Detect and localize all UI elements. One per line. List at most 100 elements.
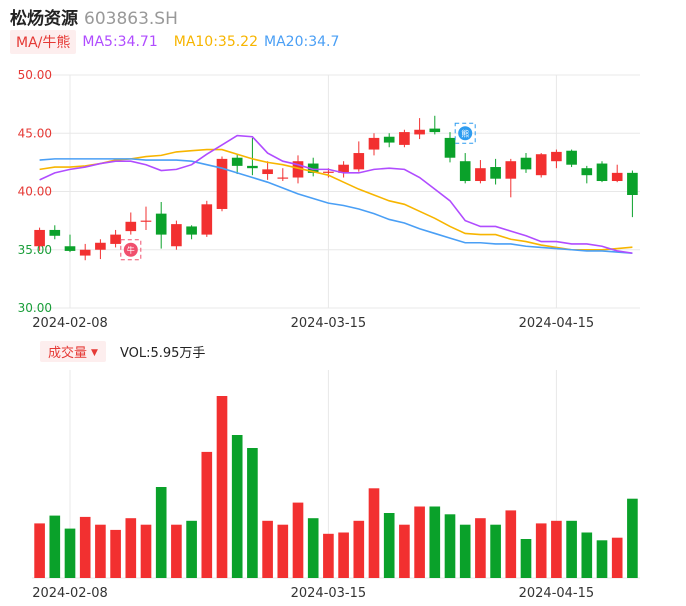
volume-bar bbox=[581, 532, 593, 578]
candle-body bbox=[125, 221, 137, 232]
x-tick-label: 2024-04-15 bbox=[519, 316, 595, 331]
volume-bar bbox=[596, 540, 608, 578]
y-tick-label: 30.00 bbox=[18, 301, 52, 315]
volume-bar bbox=[535, 523, 547, 578]
candle-body bbox=[95, 242, 106, 250]
candle bbox=[79, 243, 91, 261]
volume-bar bbox=[429, 506, 441, 578]
candle bbox=[611, 164, 623, 183]
candle-body bbox=[307, 163, 319, 173]
volume-bar bbox=[475, 518, 486, 578]
volume-x-tick-label: 2024-02-08 bbox=[32, 586, 108, 601]
volume-bar bbox=[368, 488, 380, 578]
candle-body bbox=[505, 161, 517, 179]
volume-bar bbox=[611, 537, 623, 578]
candle bbox=[171, 220, 182, 250]
candle-body bbox=[414, 129, 425, 135]
candle-body bbox=[535, 154, 547, 176]
candle-body bbox=[110, 234, 121, 244]
candle-body bbox=[399, 132, 410, 145]
volume-bar bbox=[551, 520, 562, 578]
stock-title: 松炀资源 603863.SH bbox=[10, 4, 178, 29]
x-tick-label: 2024-03-15 bbox=[291, 316, 367, 331]
candle bbox=[475, 160, 486, 184]
bull-badge: 牛 bbox=[120, 239, 142, 261]
volume-bar bbox=[125, 518, 137, 578]
volume-bar bbox=[414, 506, 425, 578]
candle bbox=[95, 239, 106, 260]
volume-bar bbox=[171, 524, 182, 578]
candle-body bbox=[611, 172, 623, 182]
candle-body bbox=[79, 249, 91, 256]
candle bbox=[353, 141, 365, 172]
bull-badge-frame bbox=[120, 239, 142, 261]
volume-indicator-label: 成交量 bbox=[48, 345, 88, 361]
candle bbox=[201, 200, 213, 237]
candle-body bbox=[490, 167, 501, 179]
candle bbox=[34, 227, 45, 251]
candle bbox=[307, 157, 319, 177]
volume-bar bbox=[186, 520, 197, 578]
ma5-line bbox=[39, 134, 633, 254]
y-tick-label: 45.00 bbox=[18, 126, 52, 140]
candle-body bbox=[186, 226, 197, 235]
volume-bar bbox=[399, 524, 410, 578]
candle bbox=[277, 168, 289, 182]
volume-bar bbox=[110, 529, 121, 578]
candle bbox=[596, 161, 608, 183]
candle bbox=[505, 158, 517, 198]
candle-body bbox=[475, 168, 486, 182]
candle bbox=[627, 170, 638, 218]
volume-bar bbox=[459, 524, 471, 578]
candle bbox=[459, 153, 471, 184]
volume-bar bbox=[338, 532, 349, 578]
candle-body bbox=[338, 164, 349, 173]
candle bbox=[535, 153, 547, 178]
candle bbox=[262, 161, 273, 180]
candle bbox=[49, 225, 61, 240]
candle-body bbox=[171, 224, 182, 247]
volume-bar bbox=[444, 514, 456, 578]
candle-body bbox=[627, 172, 638, 195]
volume-bar bbox=[292, 502, 304, 578]
candle bbox=[155, 201, 167, 249]
candle bbox=[566, 149, 577, 168]
volume-bar bbox=[34, 523, 45, 578]
ma-legend: MA/牛熊 MA5:34.71 MA10:35.22 MA20:34.7 bbox=[10, 30, 339, 54]
candle-body bbox=[34, 229, 45, 247]
candle bbox=[292, 155, 304, 184]
volume-bar bbox=[49, 515, 61, 578]
volume-bar bbox=[155, 487, 167, 578]
candle bbox=[551, 149, 562, 169]
candle-body bbox=[231, 157, 243, 166]
volume-legend: 成交量 ▼ VOL:5.95万手 bbox=[40, 340, 205, 362]
candle-body bbox=[247, 165, 258, 169]
volume-bar bbox=[201, 451, 213, 578]
volume-bar bbox=[383, 513, 395, 578]
volume-x-tick-label: 2024-04-15 bbox=[519, 586, 595, 601]
candle bbox=[429, 115, 441, 135]
x-tick-label: 2024-02-08 bbox=[32, 316, 108, 331]
ma-toggle-button[interactable]: MA/牛熊 bbox=[10, 30, 77, 54]
candle bbox=[399, 129, 410, 148]
volume-bar bbox=[323, 533, 334, 578]
volume-bar bbox=[79, 516, 91, 578]
candle-body bbox=[459, 161, 471, 182]
candle bbox=[368, 133, 380, 156]
y-tick-label: 40.00 bbox=[18, 185, 52, 199]
candle-body bbox=[140, 220, 152, 222]
volume-indicator-button[interactable]: 成交量 ▼ bbox=[40, 340, 106, 362]
candle-body bbox=[201, 204, 213, 235]
volume-bar bbox=[353, 520, 365, 578]
candle bbox=[231, 154, 243, 175]
candle-body bbox=[596, 163, 608, 182]
candle bbox=[186, 225, 197, 240]
candle bbox=[383, 133, 395, 148]
candle-body bbox=[292, 161, 304, 178]
stock-code: 603863.SH bbox=[84, 9, 178, 29]
candle-body bbox=[353, 153, 365, 170]
volume-bar bbox=[95, 524, 106, 578]
volume-bar bbox=[307, 518, 319, 578]
candle bbox=[125, 212, 137, 235]
candle bbox=[444, 132, 456, 163]
